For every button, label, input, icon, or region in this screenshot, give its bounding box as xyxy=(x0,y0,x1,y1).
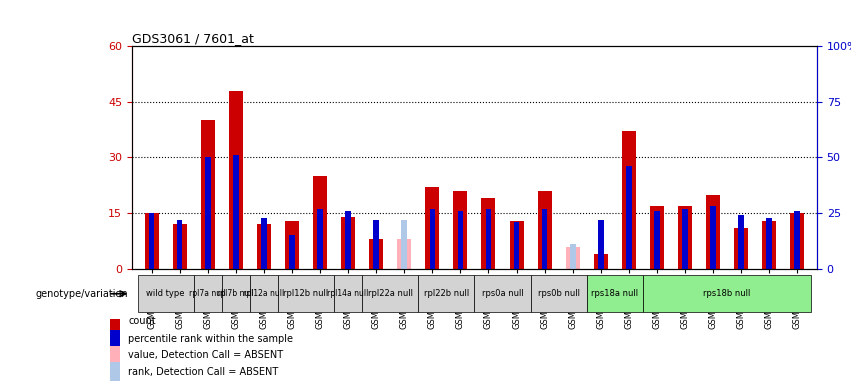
Bar xyxy=(201,120,214,269)
Bar xyxy=(317,209,323,269)
Bar xyxy=(598,220,603,269)
Bar xyxy=(762,220,776,269)
Bar xyxy=(374,220,379,269)
Bar xyxy=(654,211,660,269)
Bar xyxy=(678,206,692,269)
Bar xyxy=(514,222,519,269)
Text: rpl22a null: rpl22a null xyxy=(368,289,413,298)
FancyBboxPatch shape xyxy=(586,275,643,312)
Bar xyxy=(229,91,243,269)
Bar xyxy=(397,239,411,269)
Bar xyxy=(566,247,580,269)
Text: wild type: wild type xyxy=(146,289,185,298)
FancyBboxPatch shape xyxy=(138,275,194,312)
Bar xyxy=(285,220,299,269)
Bar xyxy=(289,235,294,269)
Bar xyxy=(173,224,186,269)
Bar xyxy=(177,220,182,269)
Bar xyxy=(458,211,463,269)
FancyBboxPatch shape xyxy=(363,275,419,312)
Text: rps0a null: rps0a null xyxy=(482,289,523,298)
Text: GDS3061 / 7601_at: GDS3061 / 7601_at xyxy=(132,32,254,45)
Text: rpl22b null: rpl22b null xyxy=(424,289,469,298)
Bar xyxy=(734,228,748,269)
FancyBboxPatch shape xyxy=(194,275,222,312)
Text: rpl7b null: rpl7b null xyxy=(217,289,254,298)
FancyBboxPatch shape xyxy=(334,275,363,312)
Text: value, Detection Call = ABSENT: value, Detection Call = ABSENT xyxy=(129,350,283,360)
Bar xyxy=(791,213,804,269)
FancyBboxPatch shape xyxy=(250,275,278,312)
Bar xyxy=(739,215,744,269)
Bar xyxy=(486,209,491,269)
Bar xyxy=(313,176,327,269)
Bar xyxy=(110,346,120,364)
Bar xyxy=(369,239,383,269)
Text: rps18b null: rps18b null xyxy=(704,289,751,298)
Bar xyxy=(110,362,120,381)
Bar xyxy=(767,218,772,269)
Bar xyxy=(454,191,467,269)
Text: rpl14a null: rpl14a null xyxy=(328,289,368,298)
Text: percentile rank within the sample: percentile rank within the sample xyxy=(129,334,293,344)
Bar xyxy=(711,207,716,269)
Bar xyxy=(110,330,120,348)
Bar xyxy=(482,198,495,269)
Bar xyxy=(341,217,355,269)
Text: rank, Detection Call = ABSENT: rank, Detection Call = ABSENT xyxy=(129,367,278,377)
Text: genotype/variation: genotype/variation xyxy=(35,289,128,299)
Bar xyxy=(683,209,688,269)
Bar xyxy=(261,218,266,269)
Bar xyxy=(622,131,636,269)
Bar xyxy=(594,254,608,269)
Text: count: count xyxy=(129,316,156,326)
FancyBboxPatch shape xyxy=(419,275,475,312)
Bar xyxy=(542,209,547,269)
Bar xyxy=(650,206,664,269)
Text: rps0b null: rps0b null xyxy=(538,289,580,298)
Text: rpl7a null: rpl7a null xyxy=(190,289,226,298)
Text: rpl12a null: rpl12a null xyxy=(243,289,284,298)
Bar xyxy=(402,220,407,269)
Bar xyxy=(570,244,575,269)
Bar xyxy=(706,195,720,269)
FancyBboxPatch shape xyxy=(643,275,811,312)
Bar xyxy=(795,211,800,269)
Bar xyxy=(430,209,435,269)
Bar xyxy=(626,166,631,269)
Bar xyxy=(426,187,439,269)
Text: rps18a null: rps18a null xyxy=(591,289,638,298)
FancyBboxPatch shape xyxy=(530,275,586,312)
Bar xyxy=(510,220,523,269)
Bar xyxy=(538,191,551,269)
Bar xyxy=(257,224,271,269)
Bar xyxy=(346,211,351,269)
Bar xyxy=(110,311,120,330)
Bar xyxy=(145,213,158,269)
Bar xyxy=(149,213,154,269)
Bar xyxy=(233,155,238,269)
FancyBboxPatch shape xyxy=(222,275,250,312)
Bar xyxy=(205,157,210,269)
FancyBboxPatch shape xyxy=(278,275,334,312)
Text: rpl12b null: rpl12b null xyxy=(283,289,328,298)
FancyBboxPatch shape xyxy=(475,275,530,312)
